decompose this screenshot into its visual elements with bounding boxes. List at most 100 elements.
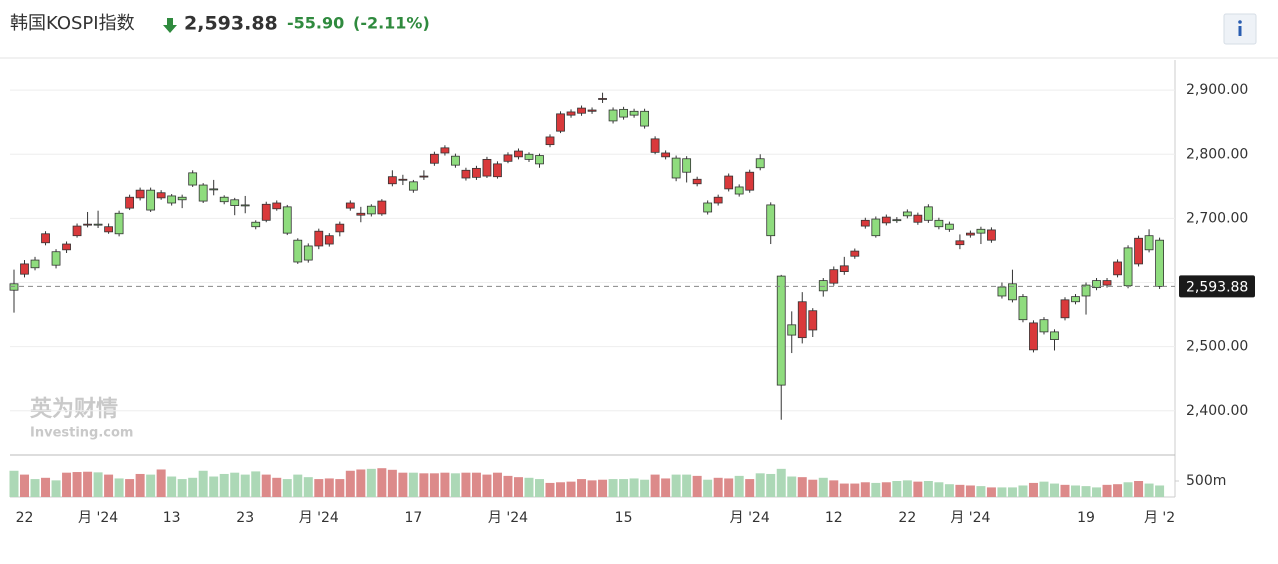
candle-body <box>640 110 649 127</box>
down-arrow-icon <box>163 18 177 33</box>
volume-bar <box>566 481 576 497</box>
volume-bar <box>324 478 334 497</box>
candle-body <box>850 250 860 257</box>
volume-bar <box>146 474 156 497</box>
candle-body <box>1008 283 1017 301</box>
volume-bar <box>1071 485 1081 497</box>
volume-bar <box>471 472 481 497</box>
volume-bar <box>198 470 208 497</box>
volume-bar <box>387 469 397 497</box>
volume-bar <box>1155 485 1165 497</box>
volume-bar <box>335 479 345 497</box>
candle-body <box>1039 319 1049 333</box>
volume-bar <box>640 479 650 497</box>
info-stem <box>1238 26 1242 36</box>
volume-bar <box>944 484 954 497</box>
volume-bar <box>345 470 355 497</box>
volume-bar <box>135 473 145 497</box>
volume-bar <box>587 480 597 497</box>
candle-body <box>755 158 765 169</box>
info-button[interactable] <box>1223 13 1257 45</box>
candle-body <box>293 239 303 263</box>
candle-body <box>345 202 355 209</box>
candle-body <box>188 172 198 186</box>
candle-body <box>1102 280 1112 286</box>
x-tick-label: 月 '24 <box>78 510 118 526</box>
volume-bar <box>734 475 744 497</box>
candle-body <box>219 196 229 203</box>
x-tick-label: 17 <box>404 510 422 526</box>
candle-body <box>366 205 376 215</box>
volume-bar <box>20 474 30 497</box>
volume-bar <box>62 472 72 497</box>
volume-bar <box>492 472 502 497</box>
candle-body <box>167 195 177 204</box>
x-tick-label: 13 <box>163 510 181 526</box>
y-tick-label: 2,500.00 <box>1186 339 1248 355</box>
volume-bar <box>356 469 366 497</box>
candle-body <box>1123 247 1133 287</box>
volume-bar <box>398 472 408 497</box>
volume-bar <box>577 479 587 497</box>
candle-body <box>1050 331 1059 340</box>
volume-bar <box>1144 483 1154 497</box>
candle-body <box>650 138 660 153</box>
volume-bar <box>713 477 723 497</box>
y-tick-label: 2,800.00 <box>1186 146 1248 162</box>
volume-bar <box>30 479 40 497</box>
y-tick-label: 2,900.00 <box>1186 82 1248 98</box>
y-tick-label: 2,400.00 <box>1186 403 1248 419</box>
candle-body <box>493 163 502 178</box>
volume-bar <box>219 473 229 497</box>
candle-body <box>535 155 544 165</box>
volume-bar <box>513 477 523 497</box>
volume-bar <box>93 472 103 497</box>
volume-bar <box>156 469 166 497</box>
candle-body <box>871 218 881 237</box>
volume-bar <box>482 474 492 497</box>
candle-body <box>30 259 40 269</box>
volume-bar <box>976 486 986 497</box>
volume-bar <box>934 482 944 497</box>
candle-body <box>934 219 944 228</box>
candle-body <box>577 107 586 114</box>
candle-body <box>966 232 975 236</box>
candle-body <box>913 214 923 223</box>
candle-body <box>209 188 219 191</box>
candle-body <box>976 228 986 234</box>
volume-bar <box>1049 483 1059 497</box>
last-price: 2,593.88 <box>184 13 278 35</box>
candle-body <box>829 269 839 284</box>
volume-bar <box>692 475 702 497</box>
candle-body <box>198 184 208 202</box>
x-tick-label: 月 '24 <box>950 510 990 526</box>
candle-body <box>83 223 92 226</box>
volume-bar <box>1018 485 1028 497</box>
volume-bar <box>556 482 566 497</box>
volume-bar <box>72 472 82 497</box>
volume-bar <box>240 474 250 497</box>
candle-body <box>545 136 555 146</box>
volume-bar <box>881 482 891 497</box>
x-tick-label: 月 '24 <box>730 510 770 526</box>
volume-bar <box>429 473 439 497</box>
candle-body <box>114 212 124 235</box>
candle-body <box>461 169 471 179</box>
candle-body <box>1144 235 1154 251</box>
candle-body <box>398 178 408 181</box>
volume-bar <box>745 479 755 497</box>
candle-body <box>556 113 565 132</box>
x-tick-label: 22 <box>16 510 34 526</box>
candle-body <box>62 243 71 251</box>
volume-bar <box>598 479 608 497</box>
candle-body <box>1060 299 1070 319</box>
candle-body <box>1155 239 1164 287</box>
candle-body <box>787 324 797 336</box>
volume-bar <box>913 481 923 497</box>
x-tick-label: 22 <box>898 510 916 526</box>
watermark-en: Investing.com <box>30 426 133 441</box>
candle-body <box>661 152 671 158</box>
volume-bar <box>797 477 807 497</box>
